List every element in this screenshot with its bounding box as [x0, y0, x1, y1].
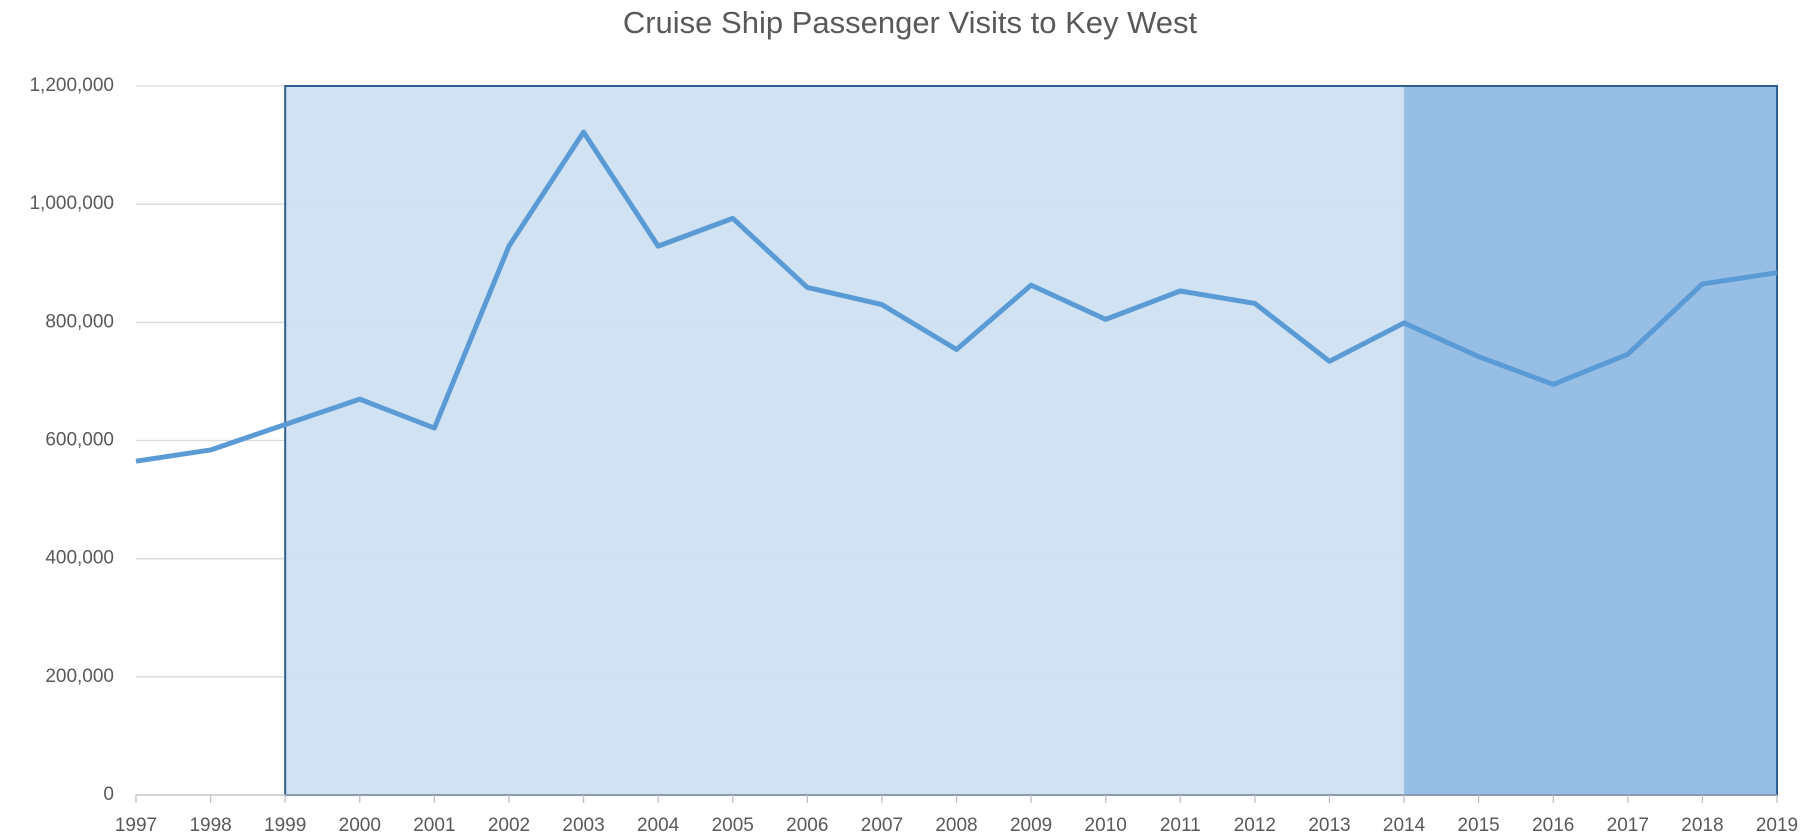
y-tick-label: 0 [103, 784, 114, 805]
data-line [135, 129, 1778, 464]
chart-title: Cruise Ship Passenger Visits to Key West [623, 5, 1198, 40]
x-tick-label: 2011 [1160, 815, 1201, 836]
x-tick-label: 2014 [1383, 815, 1426, 836]
x-tick-label: 2012 [1234, 815, 1276, 836]
x-tick-label: 2015 [1457, 815, 1499, 836]
x-tick-label: 2017 [1607, 815, 1649, 836]
x-tick-label: 2003 [562, 815, 604, 836]
x-tick-label: 2002 [488, 815, 530, 836]
x-tick-label: 2000 [339, 815, 381, 836]
x-tick-label: 2001 [413, 815, 455, 836]
shaded-region [1404, 86, 1777, 795]
x-tick-label: 2007 [861, 815, 903, 836]
x-tick-label: 1998 [189, 815, 231, 836]
x-tick-label: 2013 [1308, 815, 1350, 836]
y-tick-label: 1,000,000 [29, 193, 114, 214]
y-tick-label: 200,000 [45, 666, 114, 687]
x-tick-label: 1997 [115, 815, 157, 836]
x-tick-label: 2004 [637, 815, 680, 836]
y-tick-label: 800,000 [45, 311, 114, 332]
x-tick-label: 2006 [786, 815, 828, 836]
x-tick-label: 2005 [712, 815, 754, 836]
x-tick-label: 2016 [1532, 815, 1574, 836]
y-tick-label: 400,000 [45, 548, 114, 569]
x-tick-label: 2019 [1756, 815, 1798, 836]
x-tick-label: 1999 [264, 815, 306, 836]
x-tick-label: 2009 [1010, 815, 1052, 836]
x-tick-label: 2018 [1681, 815, 1723, 836]
y-tick-label: 1,200,000 [29, 75, 114, 96]
y-tick-label: 600,000 [45, 430, 114, 451]
x-tick-label: 2008 [935, 815, 977, 836]
x-tick-label: 2010 [1085, 815, 1127, 836]
